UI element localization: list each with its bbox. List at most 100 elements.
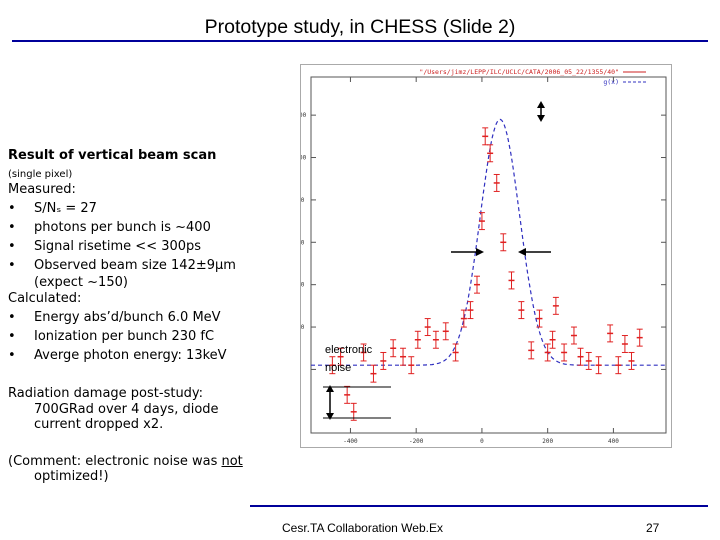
list-item: • Signal risetime << 300ps <box>8 239 201 255</box>
page-number: 27 <box>646 521 660 535</box>
calculated-item: Averge photon energy: 13keV <box>34 348 227 363</box>
noise-arrow-up-head <box>326 385 334 392</box>
data-point <box>408 356 415 375</box>
data-point <box>432 330 439 349</box>
data-point <box>508 271 515 290</box>
data-point <box>493 173 500 192</box>
measured-item: S/Nₛ = 27 <box>34 201 97 216</box>
calculated-item: Energy abs’d/bunch 6.0 MeV <box>34 310 221 325</box>
data-point <box>636 328 643 347</box>
data-point <box>528 341 535 360</box>
bullet-icon: • <box>8 348 16 363</box>
measured-item: photons per bunch is ~400 <box>34 220 211 235</box>
x-tick-label: 200 <box>542 438 553 445</box>
annotation-electronic: electronic <box>325 344 373 356</box>
y-tick-label: 800 <box>301 197 305 204</box>
noise-arrow-down-head <box>326 413 334 420</box>
x-tick-label: -200 <box>409 438 424 445</box>
fwhm-right-arrow-head <box>518 248 526 256</box>
data-point <box>487 144 494 163</box>
radiation-line: 700GRad over 4 days, diode <box>34 402 219 417</box>
y-tick-label: 400 <box>301 282 305 289</box>
measured-label: Measured: <box>8 182 76 197</box>
bullet-icon: • <box>8 220 16 235</box>
data-point <box>561 343 568 362</box>
section-subheading: (single pixel) <box>8 169 73 180</box>
bullet-icon: • <box>8 258 16 273</box>
list-item: • Energy abs’d/bunch 6.0 MeV <box>8 310 221 326</box>
data-point <box>621 335 628 353</box>
comment-not: not <box>221 454 243 469</box>
data-point <box>380 351 387 370</box>
data-point <box>518 301 525 320</box>
legend-source-label: "/Users/jimz/LEPP/ILC/UCLC/CATA/2006_05_… <box>419 68 619 76</box>
data-point <box>460 309 467 328</box>
data-point <box>467 301 474 320</box>
x-tick-label: 400 <box>608 438 619 445</box>
data-point <box>400 347 407 366</box>
data-point <box>482 127 489 146</box>
data-point <box>350 402 357 421</box>
data-point <box>370 364 377 383</box>
y-tick-label: 1000 <box>301 155 307 162</box>
measured-item: Signal risetime << 300ps <box>34 239 202 254</box>
title-divider <box>12 40 708 42</box>
bullet-icon: • <box>8 239 16 254</box>
slide-title: Prototype study, in CHESS (Slide 2) <box>204 16 516 38</box>
y-tick-label: 1200 <box>301 112 307 119</box>
data-point <box>478 212 485 231</box>
comment-prefix: (Comment: electronic noise was <box>8 454 222 469</box>
data-point <box>414 330 421 349</box>
data-point <box>390 339 397 358</box>
peak-arrow-up-head <box>537 101 545 108</box>
data-point <box>360 343 367 362</box>
x-tick-label: -400 <box>343 438 358 445</box>
data-point <box>628 351 635 370</box>
measured-note: (expect ~150) <box>34 275 128 290</box>
footer-text: Cesr.TA Collaboration Web.Ex <box>282 521 443 535</box>
annotation-noise: noise <box>325 362 352 374</box>
calculated-item: Ionization per bunch 230 fC <box>34 329 215 344</box>
data-point <box>585 351 592 370</box>
data-point <box>337 347 344 366</box>
data-point <box>329 356 336 375</box>
data-point <box>595 356 602 375</box>
y-tick-label: 200 <box>301 324 305 331</box>
radiation-line: Radiation damage post-study: <box>8 386 204 401</box>
list-item: • S/Nₛ = 27 <box>8 201 97 217</box>
data-point <box>536 309 543 328</box>
data-point <box>615 356 622 375</box>
bullet-icon: • <box>8 310 16 325</box>
data-point <box>452 343 459 362</box>
section-heading: Result of vertical beam scan <box>8 148 217 163</box>
comment-line: (Comment: electronic noise was not <box>8 454 243 470</box>
data-point <box>549 330 556 349</box>
peak-arrow-down-head <box>537 115 545 122</box>
data-point <box>577 347 584 366</box>
legend-fit-label: g(x) <box>603 78 619 86</box>
radiation-line: current dropped x2. <box>34 417 164 432</box>
footer-divider <box>250 505 708 507</box>
y-tick-label: 600 <box>301 239 305 246</box>
bullet-icon: • <box>8 329 16 344</box>
data-point <box>473 275 480 294</box>
list-item: • Averge photon energy: 13keV <box>8 348 227 364</box>
x-tick-label: 0 <box>480 438 484 445</box>
list-item: • Ionization per bunch 230 fC <box>8 329 214 345</box>
list-item: • photons per bunch is ~400 <box>8 220 211 236</box>
data-point <box>500 233 507 252</box>
data-point <box>544 343 551 362</box>
calculated-label: Calculated: <box>8 291 82 306</box>
data-point <box>552 296 559 315</box>
data-point <box>424 318 431 337</box>
data-point <box>442 322 449 341</box>
data-point <box>570 326 577 345</box>
fwhm-left-arrow-head <box>476 248 484 256</box>
plot-area <box>310 76 667 434</box>
measured-item: Observed beam size 142±9µm <box>34 258 236 273</box>
data-point <box>607 324 614 343</box>
list-item: • Observed beam size 142±9µm <box>8 258 236 274</box>
comment-line: optimized!) <box>34 469 109 484</box>
